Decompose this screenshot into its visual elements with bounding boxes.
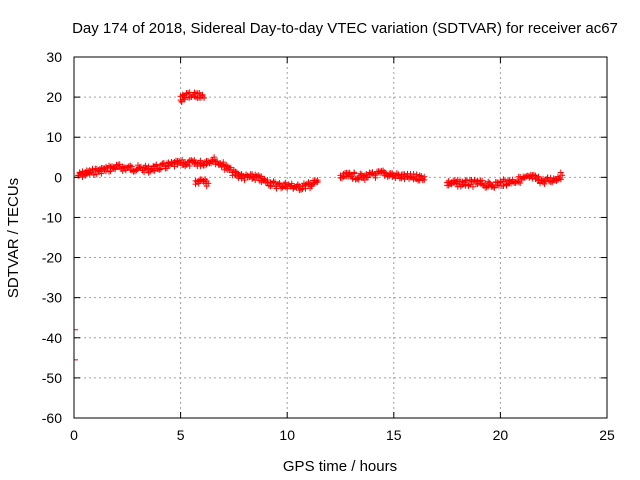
x-axis-label: GPS time / hours [283,458,397,475]
x-tick-label: 25 [599,427,615,443]
plot-frame [73,56,608,419]
series-group [75,154,566,194]
y-tick-label: 0 [54,169,62,185]
series-group [74,329,78,419]
y-tick-label: -40 [42,330,62,346]
series-group [177,89,208,105]
series-group [192,176,212,190]
x-tick-label: 10 [279,427,295,443]
x-tick-label: 20 [493,427,509,443]
y-tick-label: -20 [42,250,62,266]
y-tick-label: -10 [42,209,62,225]
grid [74,57,607,418]
y-tick-label: -30 [42,290,62,306]
y-axis-label: SDTVAR / TECUs [5,178,22,298]
x-axis: 0 5 10 15 20 25 [70,57,615,443]
x-tick-label: 5 [177,427,185,443]
x-tick-label: 15 [386,427,402,443]
y-tick-label: -50 [42,370,62,386]
data-series [74,89,566,419]
x-tick-label: 0 [70,427,78,443]
y-axis: -60 -50 -40 -30 -20 -10 0 10 20 30 [42,49,607,426]
y-tick-label: 30 [46,49,62,65]
y-tick-label: -60 [42,410,62,426]
chart-title: Day 174 of 2018, Sidereal Day-to-day VTE… [72,20,618,37]
y-tick-label: 20 [46,89,62,105]
y-tick-label: 10 [46,129,62,145]
